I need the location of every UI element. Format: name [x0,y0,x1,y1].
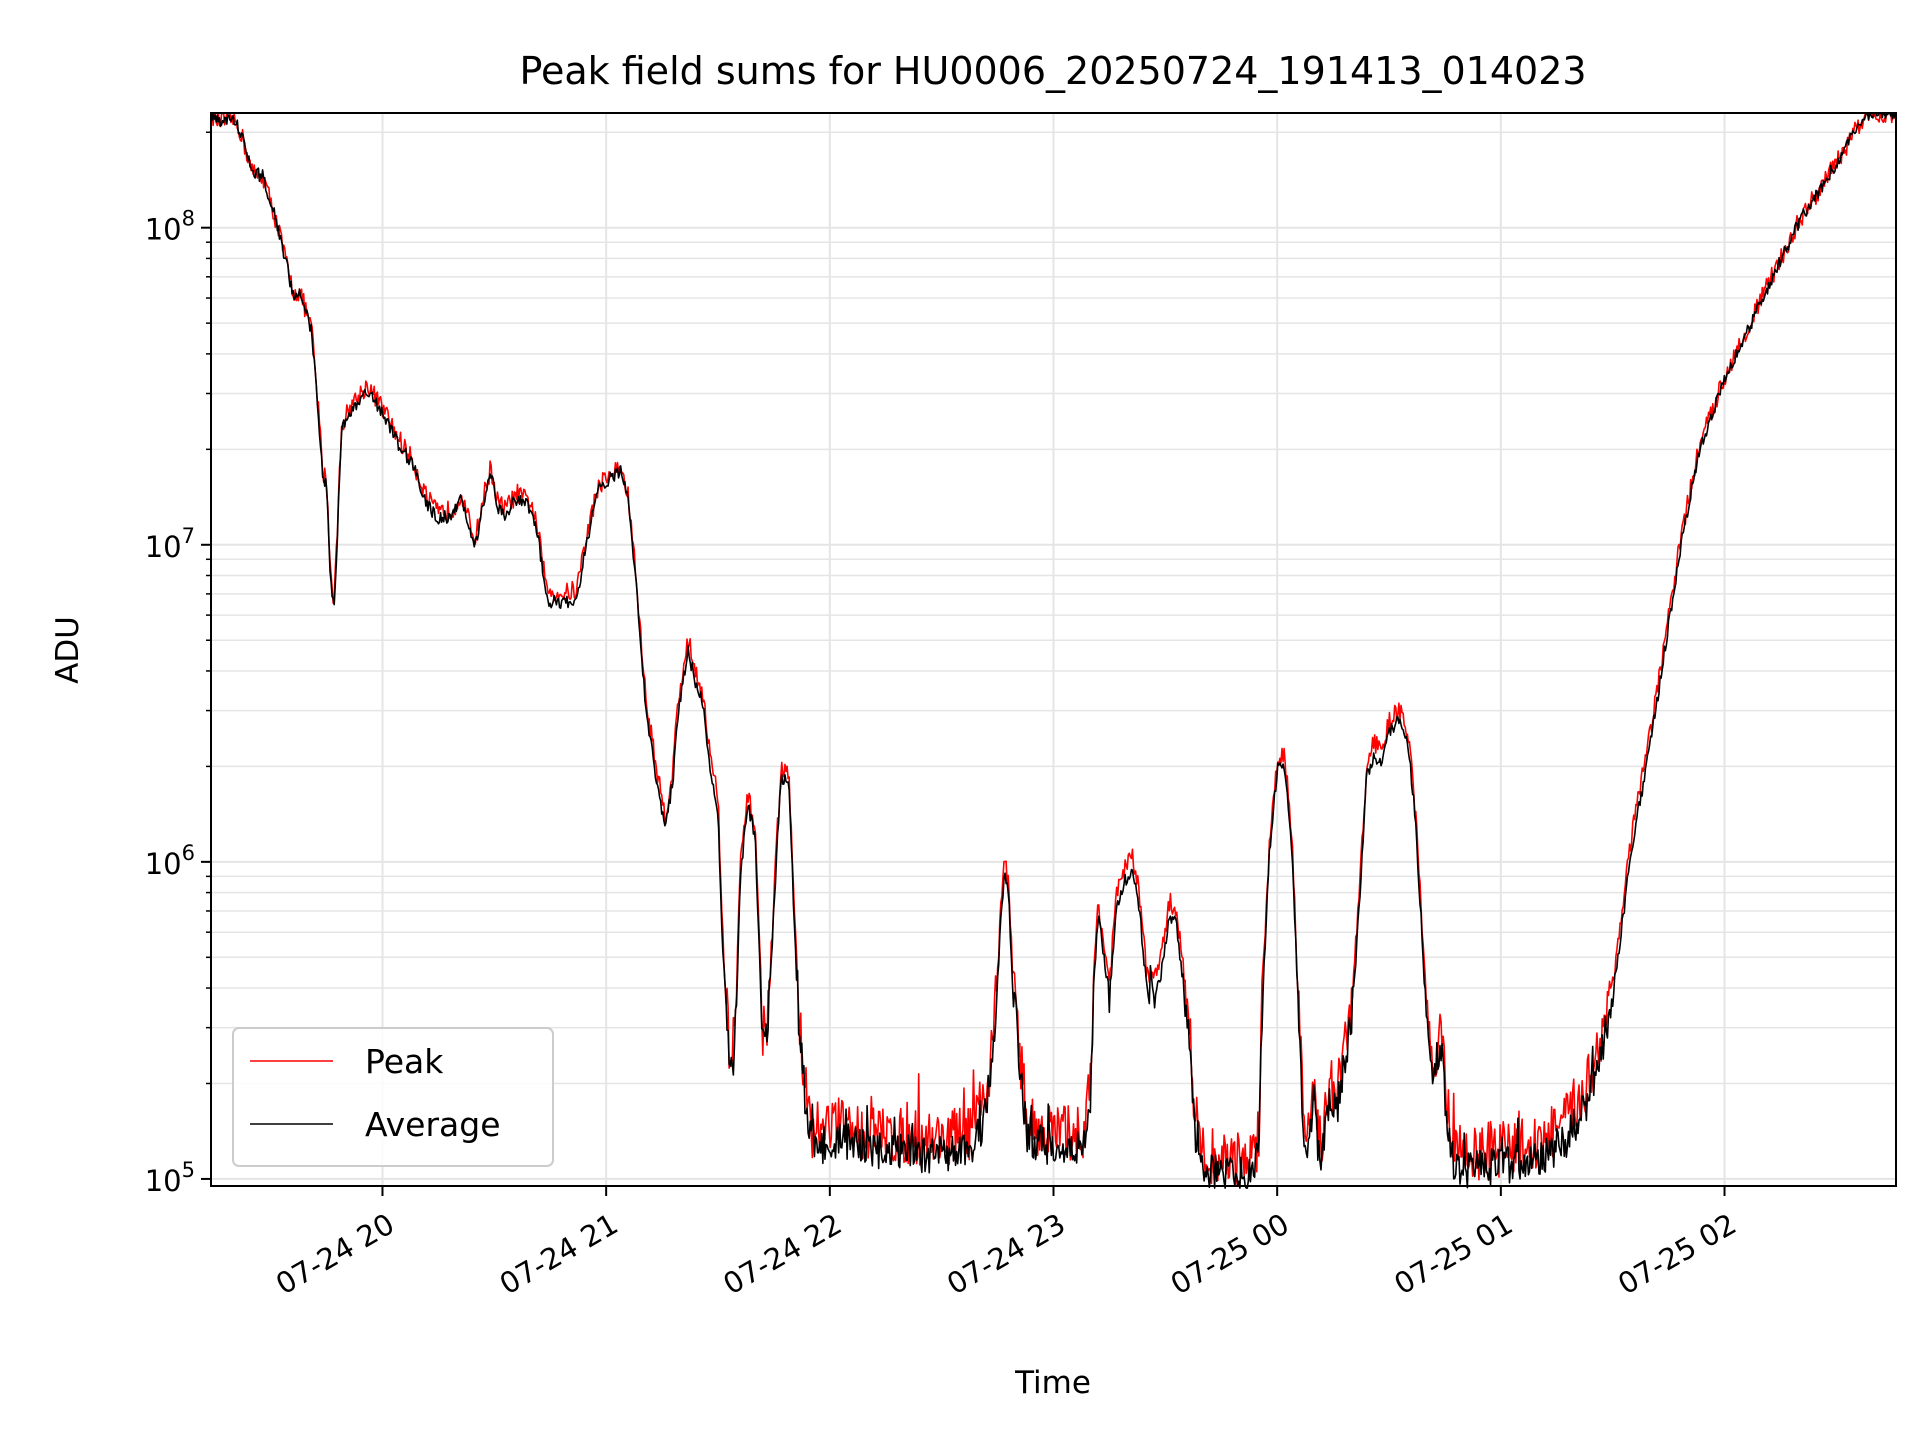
legend: Peak Average [232,1027,554,1167]
series-line-average [210,112,1897,1189]
y-tick-label: 108 [145,207,195,247]
legend-box [232,1027,554,1167]
legend-label-peak: Peak [365,1042,444,1081]
y-tick-label: 106 [145,841,195,881]
chart-title: Peak field sums for HU0006_20250724_1914… [519,49,1586,93]
legend-label-average: Average [365,1105,501,1144]
series-layer [210,112,1897,1189]
grid [211,113,1896,1186]
y-tick-label: 105 [145,1158,195,1198]
x-axis-title: Time [1014,1365,1091,1401]
y-axis: 105 106 107 108 [145,131,211,1198]
y-axis-title: ADU [50,616,86,684]
y-tick-label: 107 [145,524,195,564]
